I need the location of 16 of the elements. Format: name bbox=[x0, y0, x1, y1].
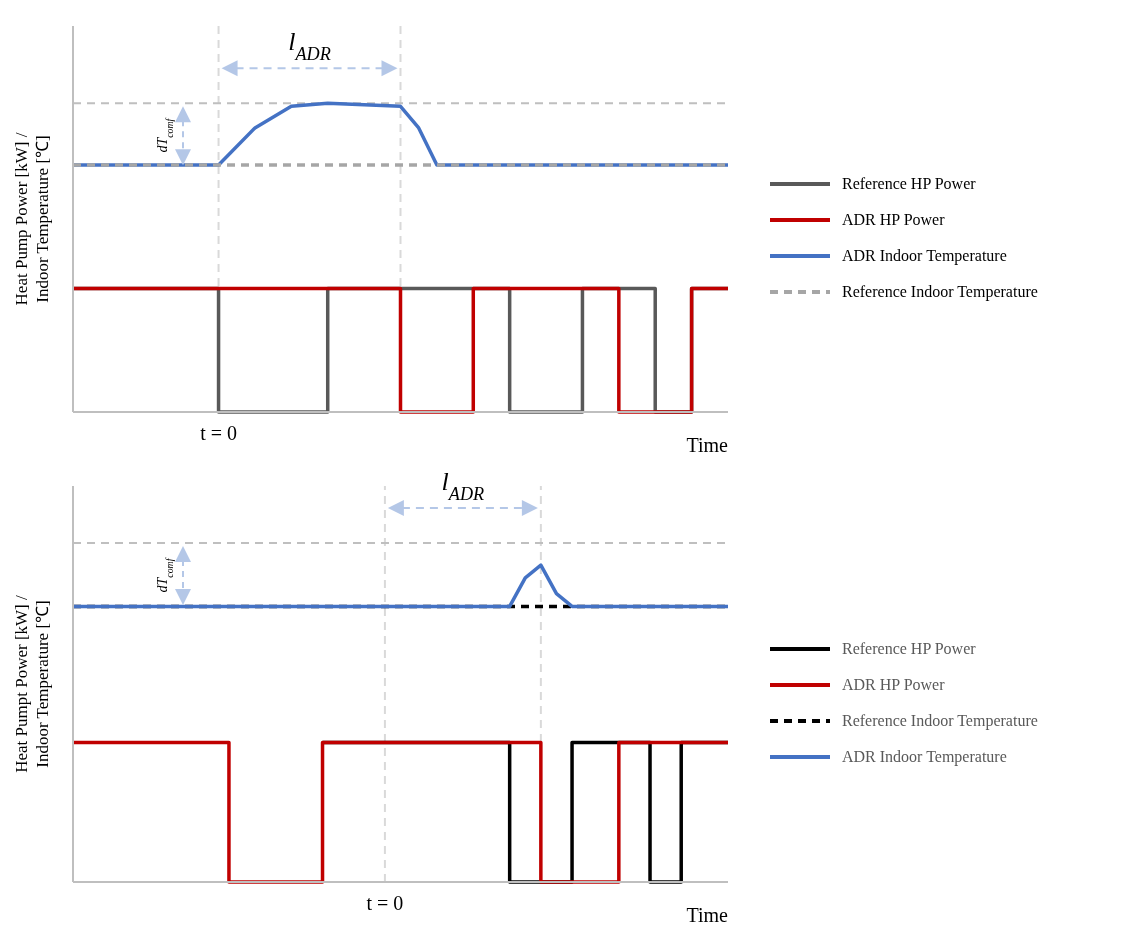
legend-label: ADR Indoor Temperature bbox=[842, 247, 1007, 265]
legend-label: Reference HP Power bbox=[842, 640, 976, 658]
y-axis-title: Heat Pump Power [kW] / Indoor Temperature [℃] bbox=[12, 132, 52, 306]
text: l$_{ADR}$ bbox=[288, 27, 331, 65]
legend-label: Reference HP Power bbox=[842, 175, 976, 193]
text: t = 0 bbox=[200, 422, 237, 445]
legend-label: ADR HP Power bbox=[842, 211, 945, 229]
text: t = 0 bbox=[366, 892, 404, 915]
x-axis-title: Time bbox=[686, 434, 729, 456]
y-axis-title: Heat Pumpt Power [kW] / Indoor Temperature [℃] bbox=[12, 594, 52, 773]
x-axis-title: Time bbox=[686, 904, 729, 926]
legend-label: ADR Indoor Temperature bbox=[842, 748, 1007, 766]
legend-label: ADR HP Power bbox=[842, 676, 945, 694]
text: l$_{ADR}$ bbox=[441, 467, 485, 505]
legend-label: Reference Indoor Temperature bbox=[842, 283, 1038, 301]
legend-label: Reference Indoor Temperature bbox=[842, 712, 1038, 730]
